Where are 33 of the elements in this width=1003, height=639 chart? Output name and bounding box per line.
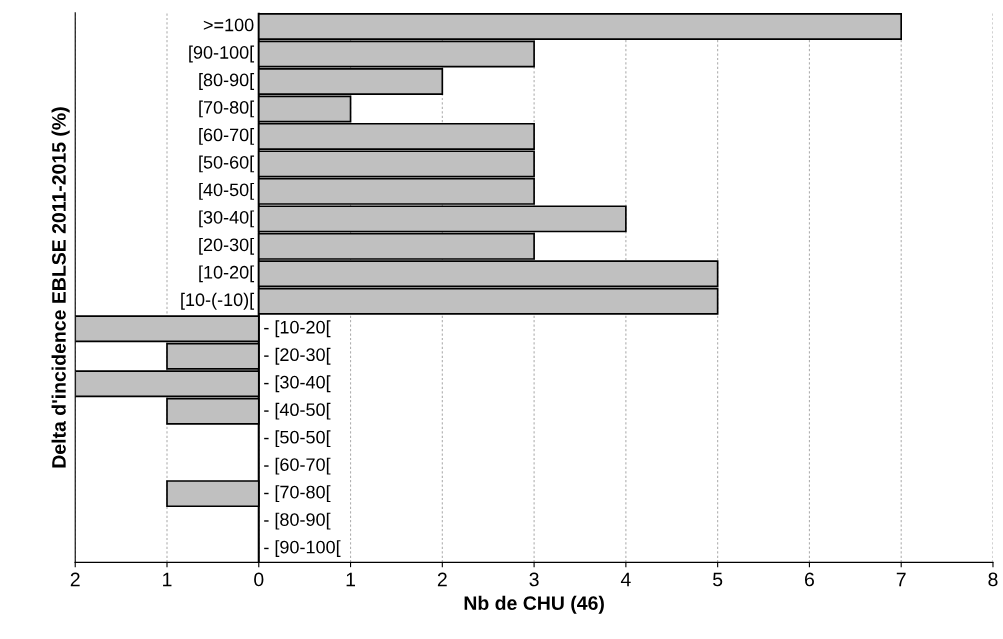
y-tick-label: >=100 xyxy=(203,18,254,32)
y-tick-label: [10-(-10)[ xyxy=(181,292,255,310)
y-tick-label: - [70-80[ xyxy=(264,485,331,503)
x-tick-label: 5 xyxy=(713,572,723,587)
y-tick-label: [10-20[ xyxy=(199,265,255,283)
x-tick-label: 1 xyxy=(346,572,356,587)
y-tick-label: [90-100[ xyxy=(189,45,255,63)
x-tick-label: 1 xyxy=(163,572,172,587)
y-axis-title: Delta d'incidence EBLSE 2011-2015 (%) xyxy=(51,107,70,468)
y-tick-label: [20-30[ xyxy=(199,237,255,255)
y-tick-label: - [90-100[ xyxy=(264,540,341,557)
y-tick-label: [50-60[ xyxy=(199,155,255,173)
x-tick-label: 8 xyxy=(988,572,998,587)
y-tick-label: - [60-70[ xyxy=(264,457,331,475)
y-tick-label: - [40-50[ xyxy=(264,402,331,420)
x-tick-label: 2 xyxy=(70,572,80,587)
y-tick-label: - [30-40[ xyxy=(264,375,331,393)
y-tick-label: [40-50[ xyxy=(199,182,255,200)
x-tick-label: 4 xyxy=(620,572,631,587)
x-tick-label: 2 xyxy=(437,572,447,587)
y-tick-label: - [80-90[ xyxy=(264,512,331,530)
y-tick-label: [60-70[ xyxy=(199,128,255,145)
x-tick-label: 3 xyxy=(529,572,539,587)
x-axis-title: Nb de CHU (46) xyxy=(464,595,604,614)
x-tick-label: 7 xyxy=(896,572,906,587)
y-tick-label: [30-40[ xyxy=(199,210,255,228)
y-tick-label: [70-80[ xyxy=(199,100,255,118)
y-tick-label: - [50-50[ xyxy=(264,430,331,448)
y-tick-label: - [20-30[ xyxy=(264,347,331,365)
x-tick-label: 0 xyxy=(254,572,264,587)
y-tick-label: - [10-20[ xyxy=(264,320,331,338)
y-tick-label: [80-90[ xyxy=(199,73,255,90)
x-tick-label: 6 xyxy=(805,572,814,587)
